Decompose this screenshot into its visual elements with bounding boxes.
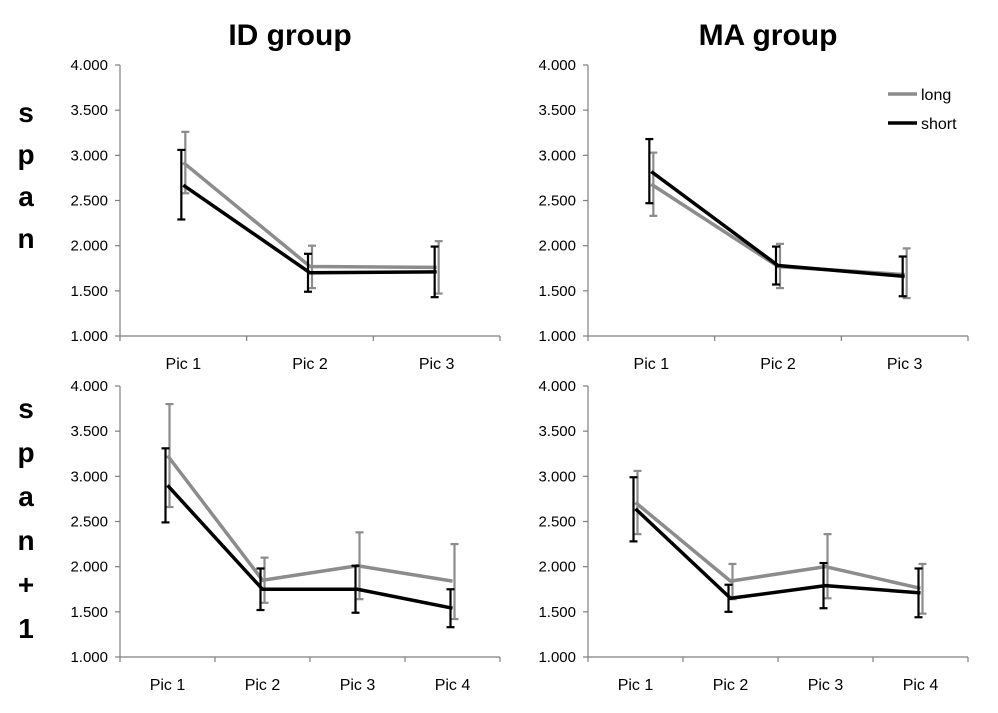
x-tick-label: Pic 1	[150, 677, 186, 694]
y-tick-label: 1.500	[70, 283, 108, 300]
panel-span-ma-group: 1.000 1.500 2.000 2.500 3.000 3.500 4.000 Pic 1…	[538, 57, 969, 373]
y-tick-label: 2.500	[538, 193, 576, 210]
x-tick-label: Pic 2	[245, 677, 281, 694]
y-tick-label: 1.500	[538, 604, 576, 621]
y-tick-label: 3.000	[538, 468, 576, 485]
title-id-group: ID group	[228, 19, 351, 52]
x-tick-label: Pic 1	[618, 677, 654, 694]
x-tick-label: Pic 4	[903, 677, 939, 694]
y-tick-label: 3.500	[538, 102, 576, 119]
series-short-line	[182, 183, 437, 275]
series-short-line	[166, 484, 453, 610]
panel-span-id-group: 1.000 1.500 2.000 2.500 3.000 3.500 4.000 Pic 1…	[70, 57, 501, 373]
y-tick-label: 1.500	[70, 604, 108, 621]
row-label-letter: p	[17, 139, 34, 170]
y-tick-label: 4.000	[70, 378, 108, 395]
y-tick-label: 1.000	[538, 328, 576, 345]
y-tick-label: 4.000	[538, 57, 576, 74]
row-label-letter: a	[18, 481, 34, 512]
y-tick-label: 3.500	[70, 102, 108, 119]
x-tick-label: Pic 2	[713, 677, 749, 694]
y-tick-label: 2.000	[538, 238, 576, 255]
x-tick-label: Pic 1	[166, 356, 202, 373]
y-tick-label: 1.000	[70, 328, 108, 345]
y-tick-label: 2.000	[70, 559, 108, 576]
row-label-letter: n	[17, 223, 34, 254]
y-tick-label: 1.000	[538, 649, 576, 666]
y-tick-label: 3.500	[70, 423, 108, 440]
series-short-line	[650, 170, 905, 279]
x-tick-label: Pic 3	[419, 356, 455, 373]
x-tick-label: Pic 2	[292, 356, 328, 373]
row-label-letter: +	[18, 569, 34, 600]
row-label-letter: a	[18, 181, 34, 212]
legend-short-label: short	[921, 116, 957, 133]
y-tick-label: 3.000	[70, 147, 108, 164]
y-tick-label: 2.500	[538, 514, 576, 531]
panel-span-plus-1-ma-group: 1.000 1.500 2.000 2.500 3.000 3.500 4.000 Pic 1…	[538, 378, 969, 694]
y-tick-label: 2.000	[70, 238, 108, 255]
row-label-letter: 1	[18, 613, 34, 644]
y-tick-label: 3.500	[538, 423, 576, 440]
y-tick-label: 4.000	[538, 378, 576, 395]
title-ma-group: MA group	[699, 19, 838, 52]
y-tick-label: 2.500	[70, 514, 108, 531]
series-long-line	[166, 454, 453, 583]
y-tick-label: 2.000	[538, 559, 576, 576]
y-tick-label: 1.000	[70, 649, 108, 666]
x-tick-label: Pic 3	[808, 677, 844, 694]
y-tick-label: 1.500	[538, 283, 576, 300]
row-label-letter: s	[18, 393, 34, 424]
y-tick-label: 2.500	[70, 193, 108, 210]
x-tick-label: Pic 3	[887, 356, 923, 373]
legend: long short	[888, 87, 957, 133]
y-tick-label: 3.000	[538, 147, 576, 164]
y-tick-label: 3.000	[70, 468, 108, 485]
row-label-letter: p	[17, 437, 34, 468]
series-long-line	[634, 501, 921, 591]
panel-span-plus-1-id-group: 1.000 1.500 2.000 2.500 3.000 3.500 4.000 Pic 1…	[70, 378, 501, 694]
y-tick-label: 4.000	[70, 57, 108, 74]
legend-long-label: long	[921, 87, 951, 104]
row-label-letter: s	[18, 97, 34, 128]
series-long-line	[182, 161, 437, 270]
series-short-line	[634, 507, 921, 601]
x-tick-label: Pic 4	[435, 677, 471, 694]
row-label-letter: n	[17, 525, 34, 556]
x-tick-label: Pic 2	[760, 356, 796, 373]
x-tick-label: Pic 3	[340, 677, 376, 694]
x-tick-label: Pic 1	[634, 356, 670, 373]
